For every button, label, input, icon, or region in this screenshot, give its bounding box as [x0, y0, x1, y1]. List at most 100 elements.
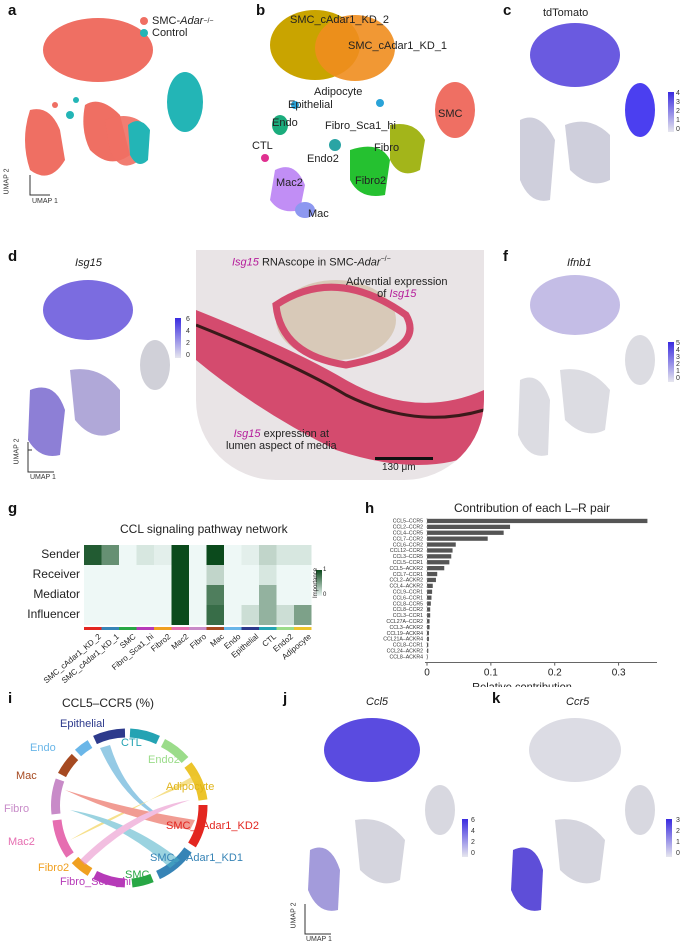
cluster-label-endo: Endo: [272, 117, 298, 129]
bar-category-label: CCL19–ACKR4: [387, 631, 423, 637]
tick-f-2: 2: [676, 361, 680, 368]
bar: [427, 642, 429, 647]
cluster-label-epithelial: Epithelial: [288, 99, 333, 111]
row-label-sender: Sender: [41, 547, 80, 561]
bar: [427, 648, 429, 653]
panel-label-f: f: [503, 248, 508, 265]
chord-label-ctl: CTL: [121, 737, 142, 749]
gene-title-d: Isg15: [75, 257, 102, 269]
x-axis-label: Relative contribution: [472, 682, 572, 687]
bar: [427, 536, 488, 541]
bar-category-label: CCL5–ACKR2: [390, 566, 424, 572]
heatmap-cell: [241, 565, 259, 585]
heatmap-cell: [119, 545, 137, 565]
bar-category-label: CCL5–CCR5: [393, 519, 423, 525]
heatmap-cell: [206, 585, 224, 605]
row-label-receiver: Receiver: [32, 567, 80, 581]
gene-title-j: Ccl5: [366, 696, 389, 708]
bar-category-label: CCL12–CCR2: [390, 548, 423, 554]
bar: [427, 625, 430, 630]
heatmap-cell: [136, 585, 154, 605]
ann2-line1: expression at: [260, 428, 330, 440]
chord-diagram-i: [51, 728, 208, 888]
bar: [427, 571, 438, 577]
heatmap-title-g: CCL signaling pathway network: [120, 522, 288, 536]
heatmap-col-color: [206, 627, 224, 630]
heatmap-col-color: [224, 627, 242, 630]
tick-c-1: 1: [676, 117, 680, 124]
cluster-label-smc: SMC: [438, 108, 463, 120]
colorbar-j: [462, 819, 468, 857]
bar-category-label: CCL3–CCR5: [393, 554, 423, 560]
tick-k-1: 1: [676, 839, 680, 846]
heatmap-col-color: [101, 627, 119, 630]
tick-f-5: 5: [676, 340, 680, 347]
chord-label-mac2: Mac2: [8, 836, 35, 848]
panel-label-b: b: [256, 2, 266, 19]
heatmap-cell: [224, 605, 242, 625]
bar: [427, 595, 432, 600]
bar: [427, 542, 456, 547]
heatmap-cell: [189, 545, 207, 565]
heatmap-cell: [136, 565, 154, 585]
panel-label-g: g: [8, 500, 18, 517]
heatmap-col-color: [171, 627, 189, 630]
umap-plot-k: [511, 718, 655, 911]
umap-plot-b: [261, 10, 475, 218]
heatmap-cell: [206, 545, 224, 565]
gene-title-f: Ifnb1: [567, 257, 592, 269]
cluster-label-fibro: Fibro: [374, 142, 400, 154]
heatmap-cell: [189, 605, 207, 625]
tick-k-3: 3: [676, 817, 680, 824]
tick-c-3: 3: [676, 99, 680, 106]
heatmap-cell: [276, 585, 294, 605]
heatmap-cell: [276, 565, 294, 585]
annotation-lumen: Isg15 expression at lumen aspect of medi…: [226, 428, 337, 452]
heatmap-cell: [119, 565, 137, 585]
bar-category-label: CCL8–CCR1: [393, 643, 423, 649]
ann1-line1: Advential expression: [346, 276, 448, 288]
heatmap-col-color: [241, 627, 259, 630]
bar: [427, 613, 431, 618]
heatmap-col-label: Mac2: [169, 632, 191, 652]
bar-category-label: CCL2–CCR2: [393, 525, 423, 531]
chord-title-i: CCL5–CCR5 (%): [62, 696, 155, 710]
bar: [427, 548, 453, 553]
heatmap-cell: [136, 605, 154, 625]
bar: [427, 636, 429, 642]
tick-k-2: 2: [676, 828, 680, 835]
heatmap-cell: [136, 545, 154, 565]
heatmap-col-color: [276, 627, 294, 630]
chord-label-endo: Endo: [30, 742, 56, 754]
bar: [427, 577, 436, 583]
bar-category-label: CCL5–CCR1: [393, 560, 423, 566]
bar-chart-title: Contribution of each L–R pair: [454, 502, 610, 515]
tick-c-0: 0: [676, 126, 680, 133]
bar-category-label: CCL9–CCR1: [393, 590, 423, 596]
heatmap-col-color: [136, 627, 154, 630]
bar: [427, 589, 433, 594]
bar-category-label: CCL3–CCR1: [393, 613, 423, 619]
heatmap-legend-min: 0: [323, 592, 327, 598]
heatmap-cell: [189, 565, 207, 585]
heatmap-cell: [259, 565, 277, 585]
tick-f-4: 4: [676, 347, 680, 354]
bar: [427, 524, 511, 529]
heatmap-legend-max: 1: [323, 567, 327, 573]
tick-j-6: 6: [471, 817, 475, 824]
heatmap-cell: [101, 605, 119, 625]
chord-label-fibro-sca1: Fibro_Sca1_hi: [60, 876, 131, 888]
colorbar-c: [668, 92, 674, 132]
chord-label-kd1: SMC_cAdar1_KD1: [150, 852, 243, 864]
bar-chart-h: Contribution of each L–R pairCCL5–CCR5CC…: [383, 502, 657, 687]
colorbar-d: [175, 318, 181, 358]
tick-j-2: 2: [471, 839, 475, 846]
bar-category-label: CCL4–CCR5: [393, 531, 423, 537]
heatmap-cell: [171, 585, 189, 605]
chord-label-smc: SMC: [125, 869, 150, 881]
panel-label-j: j: [283, 690, 288, 707]
cluster-label-adipocyte: Adipocyte: [314, 86, 363, 98]
chord-label-adipocyte: Adipocyte: [166, 781, 215, 793]
chord-label-fibro2: Fibro2: [38, 862, 70, 874]
cluster-label-kd1: SMC_cAdar1_KD_1: [348, 40, 448, 52]
